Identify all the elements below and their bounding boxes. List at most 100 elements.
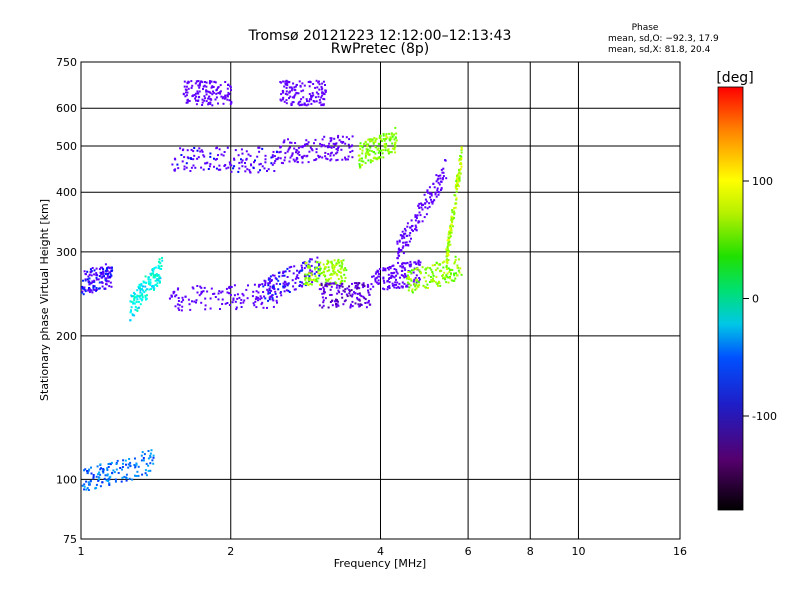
data-point <box>429 281 431 283</box>
data-point <box>226 291 229 294</box>
data-point <box>95 278 98 281</box>
data-point <box>268 282 271 285</box>
data-point <box>361 149 364 152</box>
data-point <box>272 305 275 308</box>
data-point <box>204 162 207 165</box>
data-point <box>203 155 206 158</box>
data-point <box>87 489 90 491</box>
data-point <box>323 288 326 291</box>
data-point <box>383 143 386 146</box>
data-point <box>420 206 423 209</box>
data-point <box>252 302 255 305</box>
data-point <box>315 100 318 103</box>
data-point <box>296 149 299 152</box>
data-point <box>411 290 414 293</box>
data-point <box>386 136 389 139</box>
data-point <box>300 269 303 272</box>
data-point <box>384 146 387 149</box>
data-point <box>359 294 362 297</box>
data-point <box>257 291 260 294</box>
data-point <box>283 270 286 273</box>
data-point <box>313 272 316 275</box>
data-point <box>401 237 404 240</box>
data-point <box>335 264 338 267</box>
data-point <box>445 267 448 270</box>
data-point <box>401 286 404 289</box>
x-tick-label: 8 <box>527 545 534 558</box>
data-point <box>320 96 323 99</box>
data-point <box>115 468 118 471</box>
data-point <box>299 100 302 103</box>
data-point <box>300 103 303 106</box>
data-point <box>134 305 137 308</box>
data-point <box>151 459 154 462</box>
data-point <box>331 273 334 276</box>
data-point <box>350 303 352 306</box>
data-point <box>404 274 407 277</box>
data-point <box>405 234 408 237</box>
data-point <box>208 165 211 168</box>
data-point <box>214 296 217 298</box>
data-point <box>404 241 407 244</box>
data-point <box>363 297 366 300</box>
data-point <box>394 145 397 148</box>
data-point <box>203 286 206 289</box>
data-point <box>405 275 408 278</box>
data-point <box>318 101 321 104</box>
data-point <box>455 183 457 186</box>
data-point <box>340 148 343 151</box>
data-point <box>397 285 400 288</box>
data-point <box>378 282 380 285</box>
data-point <box>398 254 401 257</box>
data-point <box>365 306 368 309</box>
data-point <box>331 267 334 270</box>
data-point <box>177 287 180 290</box>
data-point <box>441 171 444 174</box>
data-point <box>315 148 318 151</box>
data-point <box>417 263 420 266</box>
data-point <box>327 306 330 309</box>
data-point <box>445 264 448 267</box>
data-point <box>246 168 249 171</box>
x-tick-label: 4 <box>377 545 384 558</box>
data-point <box>217 86 220 88</box>
data-point <box>259 298 262 301</box>
data-point <box>404 229 407 232</box>
data-point <box>388 277 391 279</box>
data-point <box>87 275 90 278</box>
data-point <box>410 279 413 282</box>
data-point <box>335 148 338 151</box>
data-point <box>99 266 102 269</box>
data-point <box>314 268 317 271</box>
data-point <box>335 282 338 285</box>
data-point <box>297 277 300 280</box>
data-point <box>396 272 399 275</box>
data-point <box>185 85 188 88</box>
data-point <box>226 98 229 101</box>
data-point <box>440 187 443 190</box>
data-point <box>227 84 229 86</box>
data-point <box>310 283 313 286</box>
data-point <box>159 277 162 280</box>
data-point <box>413 278 416 281</box>
data-point <box>229 285 232 288</box>
data-point <box>372 142 375 145</box>
data-point <box>95 289 97 292</box>
data-point <box>393 148 396 151</box>
data-point <box>111 471 114 474</box>
data-point <box>189 170 192 172</box>
data-point <box>140 284 143 287</box>
data-point <box>365 143 368 146</box>
data-point <box>270 289 273 292</box>
data-point <box>204 304 207 307</box>
data-point <box>137 474 140 477</box>
data-point <box>300 98 303 101</box>
data-point <box>178 309 181 311</box>
data-point <box>364 152 367 155</box>
data-point <box>283 280 286 283</box>
data-point <box>337 269 340 272</box>
data-point <box>227 91 230 94</box>
data-point <box>410 219 413 222</box>
data-point <box>226 302 229 304</box>
data-point <box>328 269 331 272</box>
